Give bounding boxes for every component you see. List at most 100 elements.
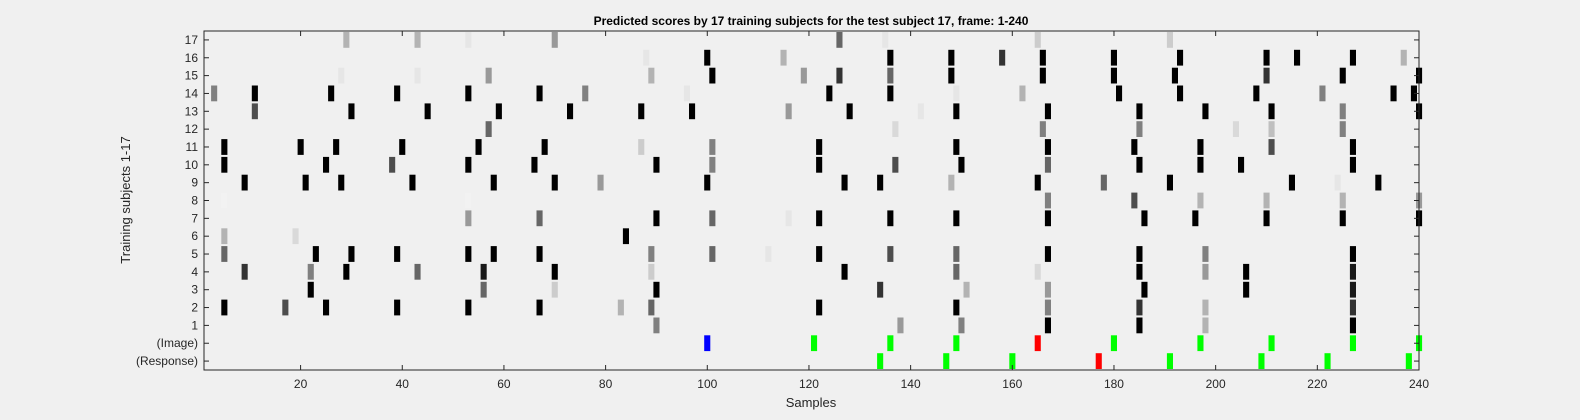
heatmap-cell bbox=[1268, 139, 1275, 155]
heatmap-cell bbox=[1136, 156, 1143, 173]
event-marker bbox=[953, 335, 960, 352]
heatmap-cell bbox=[1034, 263, 1041, 280]
heatmap-cell bbox=[887, 85, 894, 102]
heatmap-cell bbox=[1268, 103, 1275, 120]
heatmap-cell bbox=[800, 67, 807, 84]
heatmap-cell bbox=[1263, 67, 1270, 84]
heatmap-cell bbox=[1263, 210, 1270, 227]
heatmap-cell bbox=[1166, 32, 1173, 48]
heatmap-cell bbox=[551, 174, 558, 191]
y-ticks: (Response)(Image)12345678910111213141516… bbox=[136, 33, 1419, 368]
x-tick-label: 100 bbox=[697, 377, 717, 391]
heatmap-cell bbox=[709, 156, 716, 173]
heatmap-cell bbox=[409, 174, 416, 191]
heatmap-cell bbox=[887, 246, 894, 262]
event-marker bbox=[704, 335, 711, 352]
y-tick-label: 9 bbox=[191, 176, 198, 190]
heatmap-cell bbox=[816, 210, 823, 227]
heatmap-cell bbox=[963, 281, 970, 298]
heatmap-cell bbox=[567, 103, 574, 120]
heatmap-cell bbox=[709, 246, 716, 262]
heatmap-cell bbox=[1136, 121, 1143, 137]
y-tick-label: 7 bbox=[191, 211, 198, 225]
heatmap-cell bbox=[1339, 67, 1346, 84]
heatmap-cell bbox=[333, 139, 340, 155]
event-marker bbox=[877, 353, 884, 369]
heatmap-cell bbox=[465, 156, 472, 173]
heatmap-cell bbox=[953, 85, 960, 102]
x-tick-label: 80 bbox=[599, 377, 613, 391]
heatmap-cell bbox=[653, 317, 660, 334]
heatmap-cell bbox=[394, 85, 401, 102]
heatmap-cell bbox=[780, 49, 787, 66]
heatmap-cell bbox=[221, 228, 228, 245]
chart-title: Predicted scores by 17 training subjects… bbox=[594, 14, 1029, 28]
y-tick-label: 10 bbox=[185, 158, 199, 172]
heatmap-cell bbox=[917, 103, 924, 120]
event-marker bbox=[1009, 353, 1016, 369]
y-tick-label: 3 bbox=[191, 283, 198, 297]
heatmap-cell bbox=[394, 299, 401, 316]
plot-frame bbox=[203, 30, 1420, 371]
heatmap-cell bbox=[211, 85, 218, 102]
heatmap-cell bbox=[1349, 299, 1356, 316]
heatmap-cell bbox=[643, 49, 650, 66]
heatmap-cell bbox=[1044, 192, 1051, 209]
heatmap-cell bbox=[1136, 246, 1143, 262]
event-marker bbox=[1110, 335, 1117, 352]
heatmap-cell bbox=[948, 67, 955, 84]
heatmap-cell bbox=[1268, 121, 1275, 137]
heatmap-cell bbox=[785, 210, 792, 227]
heatmap-cell bbox=[1039, 121, 1046, 137]
heatmap-cell bbox=[323, 156, 330, 173]
heatmap-cell bbox=[1202, 246, 1209, 262]
heatmap-cell bbox=[414, 67, 421, 84]
heatmap-cell bbox=[221, 246, 228, 262]
heatmap-cell bbox=[953, 263, 960, 280]
heatmap-cell bbox=[221, 139, 228, 155]
heatmap-cell bbox=[648, 67, 655, 84]
heatmap-cell bbox=[536, 85, 543, 102]
heatmap-cell bbox=[1349, 317, 1356, 334]
heatmap-cell bbox=[816, 156, 823, 173]
heatmap-cell bbox=[653, 156, 660, 173]
heatmap-cell bbox=[841, 174, 848, 191]
heatmap-cell bbox=[597, 174, 604, 191]
heatmap-cell bbox=[312, 246, 319, 262]
y-tick-label: 13 bbox=[185, 104, 199, 118]
heatmap-cell bbox=[953, 246, 960, 262]
heatmap-cell bbox=[1319, 85, 1326, 102]
heatmap-cell bbox=[1039, 67, 1046, 84]
heatmap-cell bbox=[1232, 121, 1239, 137]
x-tick-label: 60 bbox=[497, 377, 511, 391]
heatmap-cell bbox=[251, 85, 258, 102]
heatmap-cell bbox=[1192, 210, 1199, 227]
heatmap-cell bbox=[846, 103, 853, 120]
heatmap-cell bbox=[704, 49, 711, 66]
heatmap-cell bbox=[897, 317, 904, 334]
heatmap-cell bbox=[241, 263, 248, 280]
heatmap-cell bbox=[1136, 103, 1143, 120]
heatmap-cell bbox=[638, 139, 645, 155]
heatmap-cell bbox=[1044, 299, 1051, 316]
heatmap-cell bbox=[841, 263, 848, 280]
heatmap-cell bbox=[480, 263, 487, 280]
heatmap-cell bbox=[1253, 85, 1260, 102]
heatmap-cell bbox=[1197, 139, 1204, 155]
heatmap-cell bbox=[551, 263, 558, 280]
heatmap-cell bbox=[1197, 156, 1204, 173]
event-marker bbox=[1268, 335, 1275, 352]
heatmap-cell bbox=[338, 67, 345, 84]
heatmap-cell bbox=[1110, 67, 1117, 84]
heatmap-cell bbox=[1044, 139, 1051, 155]
heatmap-cell bbox=[892, 156, 899, 173]
heatmap-cell bbox=[1136, 263, 1143, 280]
heatmap-cell bbox=[1136, 317, 1143, 334]
heatmap-cell bbox=[536, 210, 543, 227]
heatmap-cell bbox=[307, 281, 314, 298]
heatmap-cell bbox=[1141, 281, 1148, 298]
heatmap-cell bbox=[1339, 121, 1346, 137]
heatmap-cell bbox=[221, 299, 228, 316]
heatmap-cell bbox=[338, 174, 345, 191]
